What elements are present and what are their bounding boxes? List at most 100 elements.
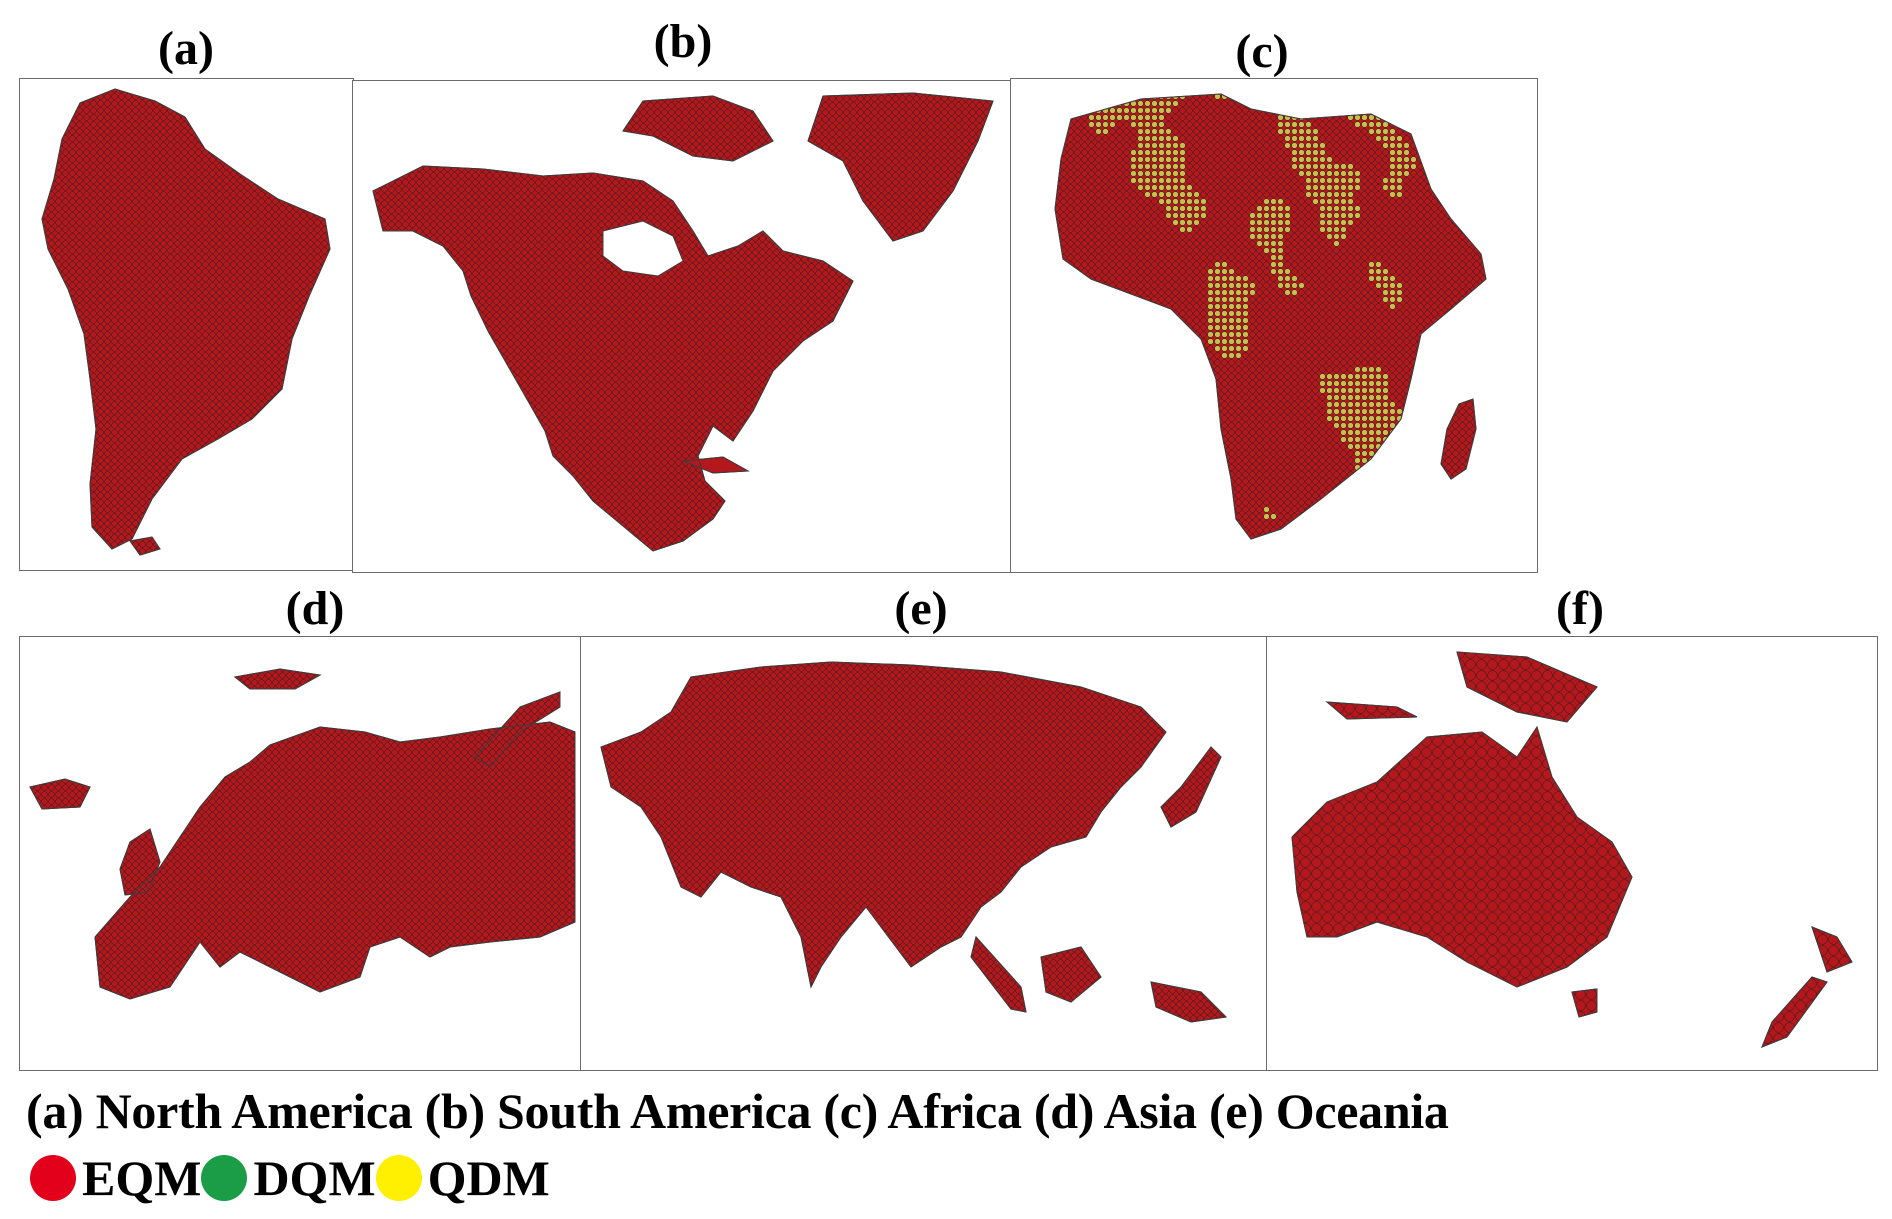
grid-point [174,478,181,485]
grid-point [314,282,321,289]
grid-point [258,534,265,541]
grid-point [118,436,125,443]
grid-point [265,352,272,359]
grid-point [272,240,279,247]
grid-point [328,387,330,394]
grid-point [132,170,139,177]
grid-point [307,317,314,324]
grid-point [76,457,83,464]
grid-point [223,282,230,289]
grid-point [703,172,710,179]
grid-point [209,240,216,247]
grid-point [431,82,437,88]
grid-point [195,373,202,380]
grid-point [69,436,76,443]
grid-point [480,82,486,88]
grid-point [118,394,125,401]
grid-point [62,338,69,345]
grid-point [279,247,286,254]
grid-point [343,367,349,373]
grid-point [514,165,521,172]
grid-point [35,178,41,184]
grid-point [97,275,104,282]
grid-point [773,95,780,102]
grid-point [307,93,314,100]
grid-point [35,87,41,93]
grid-point [458,123,465,130]
grid-point [146,233,153,240]
grid-point [430,95,437,102]
grid-point [654,130,661,137]
grid-point [409,102,416,109]
grid-point [279,331,286,338]
grid-point [528,102,535,109]
grid-point [104,359,111,366]
grid-point [591,151,598,158]
grid-point [279,268,286,275]
grid-point [132,191,139,198]
grid-point [188,415,195,422]
grid-point [258,541,265,548]
grid-point [21,360,27,366]
grid-point [223,373,230,380]
grid-point [216,317,223,324]
grid-point [69,205,76,212]
grid-point [28,535,34,541]
grid-point [300,380,307,387]
grid-point [336,437,342,443]
grid-point [266,556,272,562]
grid-point [843,186,850,193]
grid-point [97,506,104,513]
grid-point [97,345,104,352]
grid-point [661,172,668,179]
grid-point [780,130,787,137]
grid-point [83,226,90,233]
grid-point [188,191,195,198]
grid-point [300,513,307,520]
grid-point [766,123,773,130]
grid-point [188,240,195,247]
grid-point [465,144,472,151]
grid-point [521,130,528,137]
grid-point [258,100,265,107]
grid-point [62,233,69,240]
grid-point [132,107,139,114]
grid-point [42,527,48,534]
grid-point [314,520,321,527]
grid-point [336,563,342,569]
grid-point [48,275,55,282]
grid-point [237,93,244,100]
grid-point [307,527,314,534]
grid-point [402,144,409,151]
grid-point [314,317,321,324]
grid-point [279,219,286,226]
grid-point [528,93,535,95]
grid-point [118,380,125,387]
grid-point [675,193,682,200]
grid-point [153,233,160,240]
grid-point [314,401,321,408]
grid-point [230,191,237,198]
grid-point [336,416,342,422]
grid-point [969,165,976,172]
grid-point [251,310,258,317]
grid-point [251,205,258,212]
grid-point [328,205,330,212]
grid-point [388,186,395,193]
grid-point [682,158,689,165]
grid-point [203,563,209,569]
grid-point [111,93,118,100]
grid-point [279,163,286,170]
grid-point [167,450,174,457]
grid-point [542,158,549,165]
grid-point [640,165,647,172]
grid-point [97,219,104,226]
grid-point [780,144,787,151]
grid-point [118,317,125,324]
grid-point [195,177,202,184]
grid-point [626,93,633,95]
grid-point [160,170,167,177]
grid-point [361,117,367,123]
grid-point [634,82,640,88]
grid-point [223,198,230,205]
